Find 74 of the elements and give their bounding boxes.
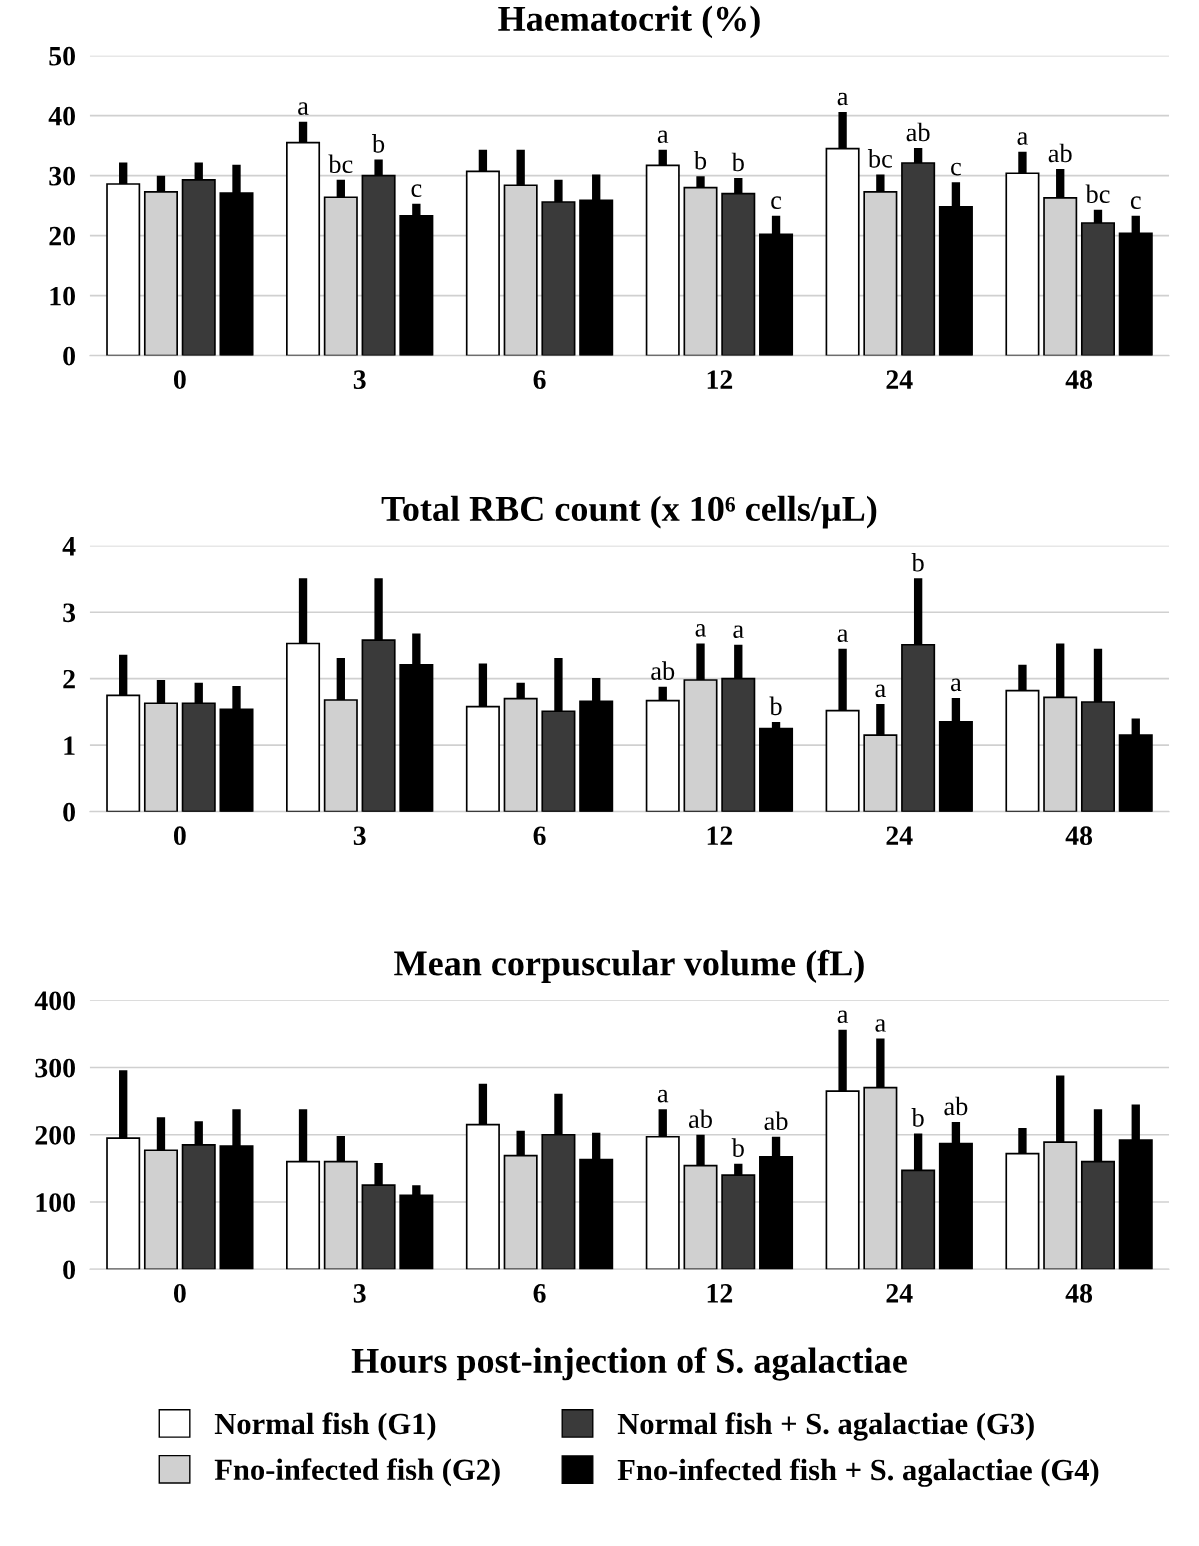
x-tick-label: 6: [533, 370, 546, 390]
data-label: a: [1017, 132, 1028, 145]
y-tick-label: 0: [63, 1260, 75, 1280]
y-tick-label: 100: [36, 1193, 75, 1212]
x-tick-label: 0: [173, 370, 186, 390]
x-tick-label: 6: [533, 826, 546, 846]
data-label: a: [950, 678, 962, 692]
y-tick-label: 30: [49, 166, 75, 186]
legend-label: Fno-infected fish + S. agalactiae (G4): [617, 1458, 1099, 1487]
x-axis-title: Hours post-injection of S. agalactiae: [351, 1347, 907, 1381]
data-label: c: [951, 162, 961, 176]
data-label: ab: [944, 1096, 968, 1116]
data-label: b: [911, 552, 924, 572]
chart-title: Mean corpuscular volume (fL): [394, 949, 864, 983]
legend-label: Normal fish + S. agalactiae (G3): [617, 1412, 1034, 1441]
data-label: a: [875, 1019, 886, 1032]
data-label: c: [1130, 196, 1141, 210]
legend-label: Fno-infected fish (G2): [214, 1458, 500, 1487]
y-tick-label: 10: [50, 286, 75, 306]
x-tick-label: 12: [707, 370, 733, 389]
x-tick-label: 12: [707, 826, 733, 845]
x-tick-label: 6: [533, 1284, 546, 1303]
y-tick-label: 300: [35, 1058, 75, 1078]
data-label: bc: [1085, 184, 1110, 204]
data-label: a: [837, 92, 849, 106]
x-tick-label: 48: [1065, 1283, 1093, 1303]
x-tick-label: 24: [886, 370, 913, 389]
y-tick-label: 0: [63, 802, 75, 822]
data-label: bc: [328, 154, 353, 174]
legend-label: Normal fish (G1): [214, 1412, 436, 1441]
x-tick-label: 48: [1065, 826, 1093, 846]
y-tick-label: 1: [64, 736, 75, 755]
x-tick-label: 24: [886, 826, 913, 845]
data-label: b: [731, 152, 744, 172]
data-label: b: [769, 696, 782, 716]
x-tick-label: 0: [173, 826, 186, 846]
data-label: ab: [906, 122, 930, 142]
data-label: a: [875, 684, 886, 698]
y-tick-label: 200: [35, 1125, 75, 1145]
data-label: a: [657, 1089, 669, 1103]
data-label: b: [693, 150, 707, 170]
y-tick-label: 40: [48, 106, 75, 126]
x-tick-label: 3: [353, 826, 366, 846]
x-tick-label: 24: [886, 1284, 913, 1303]
data-label: ab: [651, 661, 675, 680]
data-label: b: [731, 1138, 744, 1157]
chart-title: Haematocrit (%): [498, 5, 760, 39]
data-label: a: [695, 624, 707, 637]
data-label: a: [837, 1010, 849, 1024]
y-tick-label: 20: [49, 226, 75, 246]
chart-title: Total RBC count (x 10⁶ cells/µL): [381, 495, 877, 529]
data-label: bc: [867, 149, 893, 168]
x-tick-label: 48: [1065, 370, 1093, 390]
data-label: a: [837, 629, 849, 643]
data-label: b: [371, 134, 385, 153]
data-label: a: [298, 102, 309, 115]
x-tick-label: 3: [353, 1284, 366, 1303]
y-tick-label: 400: [34, 991, 75, 1011]
x-tick-label: 0: [173, 1283, 186, 1303]
data-label: ab: [1048, 143, 1072, 163]
y-tick-label: 4: [62, 537, 76, 556]
data-label: a: [657, 130, 669, 144]
y-tick-label: 3: [63, 603, 76, 623]
data-label: ab: [688, 1109, 712, 1129]
data-label: ab: [764, 1111, 788, 1131]
data-label: c: [771, 196, 782, 210]
x-tick-label: 12: [707, 1284, 733, 1303]
data-label: a: [733, 625, 744, 639]
data-label: c: [411, 184, 422, 198]
x-tick-label: 3: [353, 370, 366, 390]
data-label: b: [911, 1108, 924, 1127]
y-tick-label: 2: [63, 669, 75, 689]
y-tick-label: 50: [49, 46, 75, 66]
y-tick-label: 0: [63, 346, 75, 366]
